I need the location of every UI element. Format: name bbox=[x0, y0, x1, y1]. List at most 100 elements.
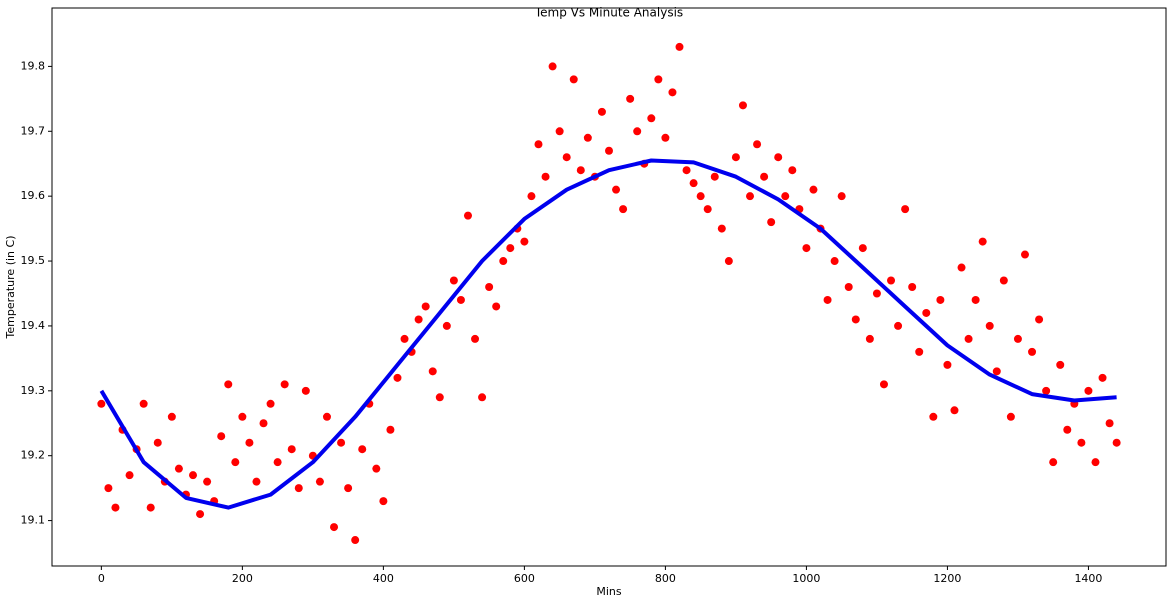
data-point bbox=[569, 75, 578, 84]
data-point bbox=[964, 334, 973, 343]
data-point bbox=[520, 237, 529, 246]
data-point bbox=[534, 140, 543, 149]
data-point bbox=[449, 276, 458, 285]
data-point bbox=[478, 393, 487, 402]
data-point bbox=[174, 464, 183, 473]
data-point bbox=[703, 205, 712, 214]
x-axis-label: Mins bbox=[596, 585, 622, 598]
data-point bbox=[224, 380, 233, 389]
fit-curve bbox=[99, 158, 1117, 510]
y-tick-label: 19.2 bbox=[21, 449, 46, 462]
data-point bbox=[915, 347, 924, 356]
data-point bbox=[97, 399, 106, 408]
data-point bbox=[682, 166, 691, 175]
data-point bbox=[1091, 458, 1100, 467]
data-point bbox=[957, 263, 966, 272]
data-point bbox=[344, 484, 353, 493]
data-point bbox=[301, 386, 310, 395]
data-point bbox=[865, 334, 874, 343]
data-point bbox=[781, 192, 790, 201]
y-tick-label: 19.5 bbox=[21, 254, 46, 267]
data-point bbox=[696, 192, 705, 201]
data-point bbox=[999, 276, 1008, 285]
data-point bbox=[153, 438, 162, 447]
data-point bbox=[858, 244, 867, 253]
data-point bbox=[189, 471, 198, 480]
data-point bbox=[330, 523, 339, 532]
data-point bbox=[203, 477, 212, 486]
data-point bbox=[1084, 386, 1093, 395]
data-point bbox=[901, 205, 910, 214]
data-point bbox=[555, 127, 564, 136]
data-point bbox=[774, 153, 783, 162]
data-point bbox=[1020, 250, 1029, 259]
data-point bbox=[139, 399, 148, 408]
data-point bbox=[823, 295, 832, 304]
data-point bbox=[1042, 386, 1051, 395]
data-point bbox=[548, 62, 557, 71]
chart-title: Temp Vs Minute Analysis bbox=[534, 6, 683, 20]
data-point bbox=[753, 140, 762, 149]
data-point bbox=[252, 477, 261, 486]
x-tick-label: 1200 bbox=[933, 572, 961, 585]
data-point bbox=[463, 211, 472, 220]
data-point bbox=[936, 295, 945, 304]
data-point bbox=[788, 166, 797, 175]
data-point bbox=[1077, 438, 1086, 447]
data-point bbox=[689, 179, 698, 188]
data-point bbox=[167, 412, 176, 421]
data-point bbox=[647, 114, 656, 123]
data-point bbox=[654, 75, 663, 84]
data-point bbox=[929, 412, 938, 421]
data-point bbox=[322, 412, 331, 421]
data-point bbox=[259, 419, 268, 428]
y-tick-label: 19.4 bbox=[21, 319, 46, 332]
data-point bbox=[414, 315, 423, 324]
data-point bbox=[802, 244, 811, 253]
data-point bbox=[985, 321, 994, 330]
data-point bbox=[499, 257, 508, 266]
data-point bbox=[456, 295, 465, 304]
data-point bbox=[879, 380, 888, 389]
data-point bbox=[760, 172, 769, 181]
x-tick-label: 1000 bbox=[792, 572, 820, 585]
data-point bbox=[992, 367, 1001, 376]
data-point bbox=[950, 406, 959, 415]
data-point bbox=[386, 425, 395, 434]
data-point bbox=[1006, 412, 1015, 421]
data-point bbox=[971, 295, 980, 304]
x-tick-label: 600 bbox=[514, 572, 535, 585]
data-point bbox=[738, 101, 747, 110]
data-point bbox=[851, 315, 860, 324]
data-point bbox=[379, 497, 388, 506]
data-point bbox=[372, 464, 381, 473]
data-point bbox=[1063, 425, 1072, 434]
data-point bbox=[196, 510, 205, 519]
data-point bbox=[1098, 373, 1107, 382]
data-point bbox=[400, 334, 409, 343]
data-point bbox=[245, 438, 254, 447]
data-point bbox=[485, 283, 494, 291]
data-point bbox=[238, 412, 247, 421]
data-point bbox=[315, 477, 324, 486]
data-point bbox=[583, 133, 592, 142]
y-tick-label: 19.8 bbox=[21, 59, 46, 72]
data-point bbox=[104, 484, 113, 493]
data-point bbox=[442, 321, 451, 330]
data-point bbox=[421, 302, 430, 311]
data-point bbox=[435, 393, 444, 402]
data-point bbox=[724, 257, 733, 266]
data-point bbox=[266, 399, 275, 408]
data-point bbox=[597, 107, 606, 116]
data-point bbox=[943, 360, 952, 369]
data-point bbox=[746, 192, 755, 201]
data-point bbox=[894, 321, 903, 330]
data-point bbox=[393, 373, 402, 382]
data-point bbox=[605, 146, 613, 155]
data-point bbox=[922, 308, 931, 317]
y-tick-label: 19.3 bbox=[21, 384, 46, 397]
plot-area bbox=[97, 42, 1121, 545]
data-point bbox=[1105, 419, 1114, 428]
